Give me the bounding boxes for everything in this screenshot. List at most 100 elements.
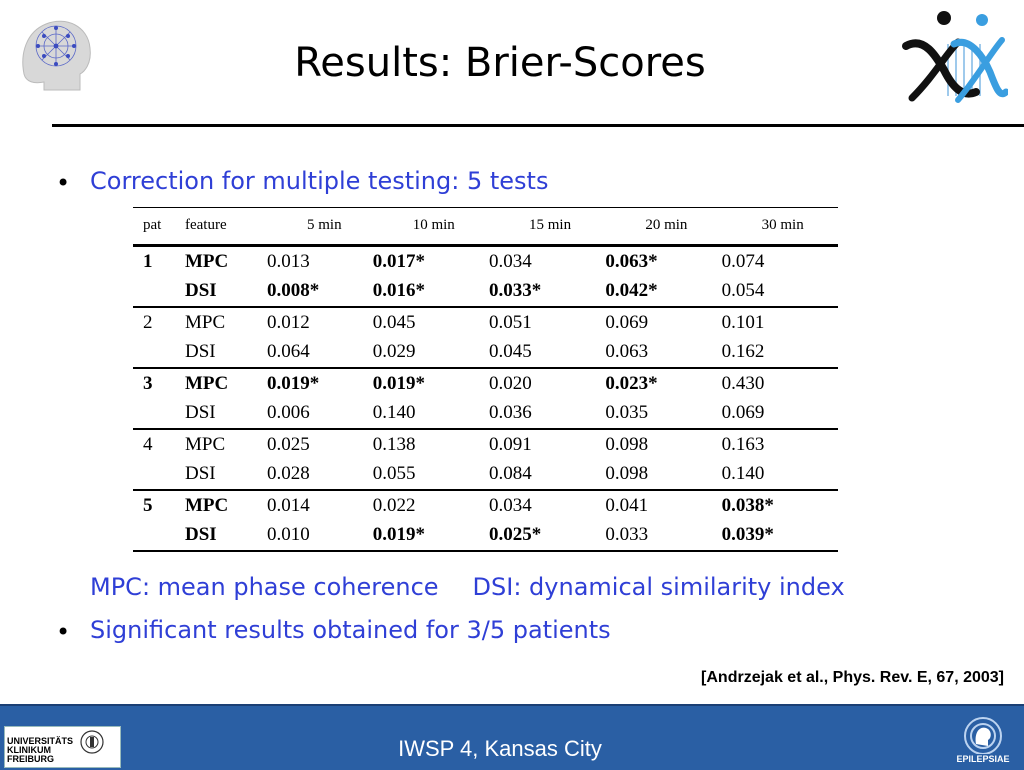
cell-value: 0.098 [605,433,649,455]
epilepsiae-logo: EPILEPSIAE [948,714,1018,770]
cell-pat [133,459,185,491]
cell-value: 0.045 [489,337,606,369]
table-row: DSI 0.006 0.140 0.036 0.035 0.069 [133,398,838,430]
cell-pat [133,398,185,430]
footer-text: IWSP 4, Kansas City [398,736,602,761]
cell-value: 0.051 [489,311,532,333]
bullet-marker: • [56,618,71,646]
cell-value: 0.140 [372,398,489,430]
bullet-marker: • [56,169,71,197]
table-row: 3 MPC 0.019* 0.019* 0.020 0.023* 0.430 [133,368,838,399]
cell-value: 0.033 [605,520,722,552]
cell-value: 0.016* [372,276,489,308]
cell-value: 0.014 [267,494,310,516]
table-row: DSI 0.008* 0.016* 0.033* 0.042* 0.054 [133,276,838,308]
cell-value: 0.008* [267,276,373,308]
cell-pat: 4 [143,433,153,455]
legend-dsi: DSI: dynamical similarity index [472,573,845,601]
epilepsiae-logo-text: EPILEPSIAE [956,754,1010,764]
cell-value: 0.023* [605,372,658,394]
footer-bar: UNIVERSITÄTS KLINIKUM FREIBURG IWSP 4, K… [0,704,1024,770]
cell-value: 0.025 [267,433,310,455]
cell-value: 0.022 [372,494,416,516]
cell-value: 0.138 [372,433,416,455]
citation: [Andrzejak et al., Phys. Rev. E, 67, 200… [701,669,1004,686]
cell-feature: DSI [185,276,267,308]
header-5min: 5 min [267,207,373,247]
table-row: DSI 0.010 0.019* 0.025* 0.033 0.039* [133,520,838,552]
cell-pat: 3 [143,372,153,394]
table-row: 5 MPC 0.014 0.022 0.034 0.041 0.038* [133,490,838,521]
cell-value: 0.019* [372,372,425,394]
cell-value: 0.063* [605,250,658,272]
cell-value: 0.019* [372,520,489,552]
cell-value: 0.101 [721,311,765,333]
cell-pat [133,337,185,369]
cell-value: 0.034 [489,494,532,516]
cell-value: 0.098 [605,459,722,491]
cell-feature: DSI [185,459,267,491]
cell-value: 0.063 [605,337,722,369]
cell-feature: MPC [185,250,229,272]
university-logo: UNIVERSITÄTS KLINIKUM FREIBURG [4,726,121,768]
header-15min: 15 min [489,207,606,247]
cell-value: 0.036 [489,398,606,430]
brain-network-logo [22,20,91,91]
cell-value: 0.074 [721,250,765,272]
cell-value: 0.029 [372,337,489,369]
cell-feature: MPC [185,494,229,516]
table-row: 2 MPC 0.012 0.045 0.051 0.069 0.101 [133,307,838,338]
cell-value: 0.033* [489,276,606,308]
cell-value: 0.091 [489,433,532,455]
cell-value: 0.163 [721,433,765,455]
cell-value: 0.017* [372,250,425,272]
cell-feature: MPC [185,372,229,394]
cell-value: 0.034 [489,250,532,272]
university-logo-text: UNIVERSITÄTS KLINIKUM FREIBURG [7,736,74,764]
cell-pat [133,276,185,308]
header-feature: feature [185,207,267,247]
cell-value: 0.028 [267,459,373,491]
epilepsiae-icon [964,717,1002,755]
cell-value: 0.069 [605,311,649,333]
cell-value: 0.045 [372,311,416,333]
cell-value: 0.140 [721,459,838,491]
brier-scores-table: pat feature 5 min 10 min 15 min 20 min 3… [133,207,838,552]
page-title: Results: Brier-Scores [294,40,706,86]
cell-value: 0.055 [372,459,489,491]
abbreviation-legend: MPC: mean phase coherence DSI: dynamical … [90,573,845,601]
cell-pat: 1 [143,250,153,272]
cell-value: 0.013 [267,250,310,272]
cell-value: 0.054 [721,276,838,308]
table-row: 1 MPC 0.013 0.017* 0.034 0.063* 0.074 [133,246,838,277]
table-row: 4 MPC 0.025 0.138 0.091 0.098 0.163 [133,429,838,460]
cell-value: 0.006 [267,398,373,430]
table-row: DSI 0.064 0.029 0.045 0.063 0.162 [133,337,838,369]
cell-value: 0.069 [721,398,838,430]
table-row: DSI 0.028 0.055 0.084 0.098 0.140 [133,459,838,491]
cell-value: 0.035 [605,398,722,430]
bullet-text: Correction for multiple testing: 5 tests [90,167,549,195]
cell-value: 0.064 [267,337,373,369]
cell-feature: MPC [185,311,226,333]
header-30min: 30 min [721,207,838,247]
header-20min: 20 min [605,207,722,247]
cell-value: 0.019* [267,372,320,394]
cell-value: 0.039* [721,520,838,552]
cell-value: 0.084 [489,459,606,491]
cell-value: 0.020 [489,372,532,394]
cell-pat [133,520,185,552]
cell-value: 0.025* [489,520,606,552]
header-10min: 10 min [372,207,489,247]
legend-mpc: MPC: mean phase coherence [90,573,439,601]
cell-value: 0.430 [721,372,765,394]
cell-feature: MPC [185,433,226,455]
cell-value: 0.038* [721,494,774,516]
cell-pat: 5 [143,494,153,516]
cell-value: 0.041 [605,494,649,516]
cell-feature: DSI [185,398,267,430]
cell-feature: DSI [185,520,267,552]
cell-value: 0.162 [721,337,838,369]
xx-logo [902,11,1008,103]
header-pat: pat [133,207,185,247]
